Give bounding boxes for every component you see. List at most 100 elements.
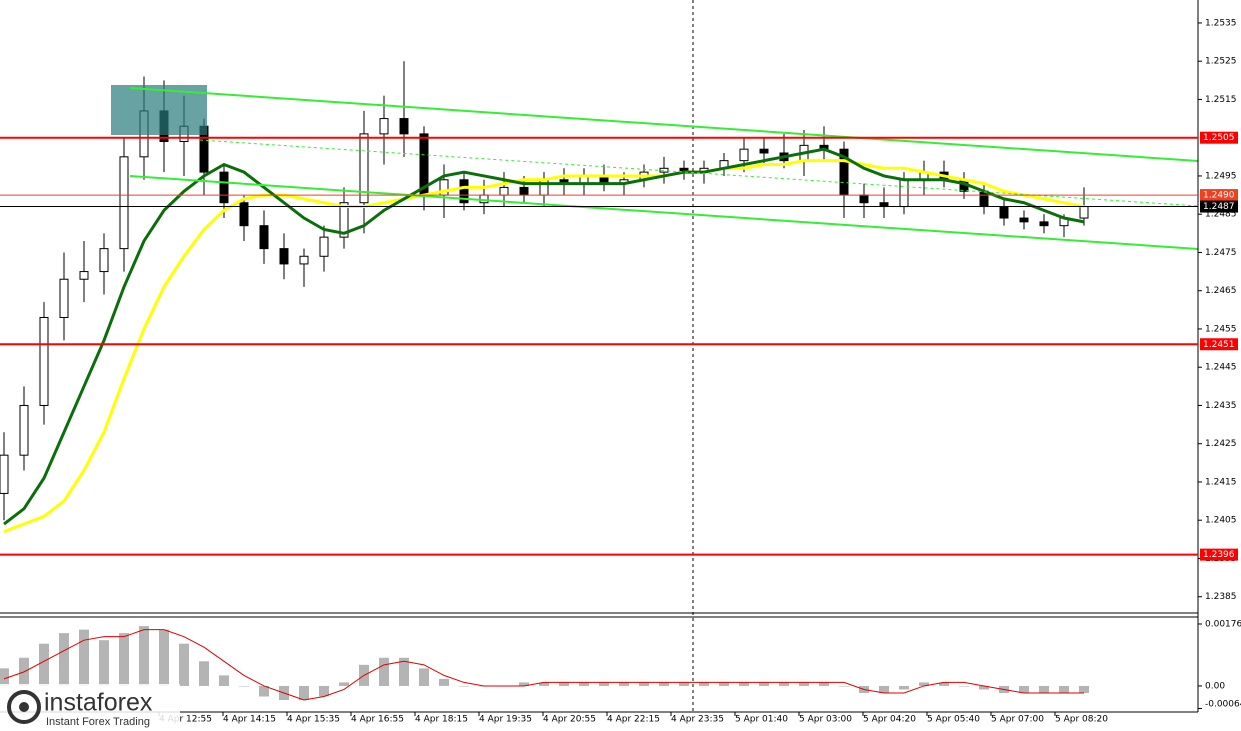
macd-y-tick-label: 0.00176 <box>1205 619 1241 629</box>
candle-body <box>879 202 889 208</box>
x-tick-label: 5 Apr 01:40 <box>735 715 788 725</box>
candle-body <box>339 202 349 238</box>
macd-bar <box>599 682 609 686</box>
price-level-box <box>1200 189 1238 202</box>
candle-body <box>119 156 129 250</box>
macd-bar <box>739 682 749 686</box>
candle-body <box>859 194 869 204</box>
x-tick-label: 5 Apr 07:00 <box>991 715 1044 725</box>
macd-bar <box>39 643 49 686</box>
macd-bar <box>459 685 469 687</box>
candle-body <box>79 271 89 280</box>
macd-bar <box>1079 685 1089 693</box>
macd-y-tick-label: 0.00 <box>1205 681 1225 691</box>
candle-body <box>1039 221 1049 227</box>
macd-bar <box>779 682 789 686</box>
macd-bar <box>259 685 269 697</box>
candle-body <box>19 404 29 456</box>
moving-average <box>3 159 1085 534</box>
macd-bar <box>879 685 889 693</box>
macd-bar <box>1019 685 1029 693</box>
y-tick-label: 1.2475 <box>1205 248 1237 258</box>
macd-bar <box>759 682 769 686</box>
highlight-zone <box>111 85 207 135</box>
y-tick-label: 1.2455 <box>1205 324 1237 334</box>
x-tick-label: 4 Apr 16:55 <box>351 715 404 725</box>
x-tick-label: 4 Apr 23:35 <box>671 715 724 725</box>
macd-bar <box>319 685 329 697</box>
y-tick-label: 1.2485 <box>1205 210 1237 220</box>
y-tick-label: 1.2435 <box>1205 401 1237 411</box>
y-tick-label: 1.2415 <box>1205 477 1237 487</box>
macd-bar <box>939 682 949 686</box>
y-tick-label: 1.2385 <box>1205 592 1237 602</box>
macd-bar <box>159 629 169 686</box>
x-tick-label: 4 Apr 19:35 <box>479 715 532 725</box>
y-tick-label: 1.2445 <box>1205 363 1237 373</box>
brand-tagline: Instant Forex Trading <box>46 716 150 728</box>
macd-bar <box>979 685 989 690</box>
candle-body <box>1079 206 1089 219</box>
candle-body <box>899 179 909 208</box>
macd-bar <box>219 675 229 686</box>
trend-line-mid <box>199 139 1199 207</box>
y-tick-label: 1.2405 <box>1205 516 1237 526</box>
price-level-box <box>1200 200 1238 213</box>
price-level-label: 1.2505 <box>1203 133 1235 143</box>
candle-body <box>239 202 249 227</box>
candle-body <box>319 236 329 257</box>
y-tick-label: 1.2495 <box>1205 171 1237 181</box>
y-tick-label: 1.2515 <box>1205 95 1237 105</box>
y-tick-label: 1.2465 <box>1205 286 1237 296</box>
candle-body <box>59 278 69 318</box>
macd-bar <box>839 685 849 687</box>
x-tick-label: 5 Apr 04:20 <box>863 715 916 725</box>
macd-bar <box>299 685 309 701</box>
macd-bar <box>239 685 249 687</box>
moving-average <box>3 147 1085 526</box>
candle-body <box>459 179 469 204</box>
watermark: instaforex Instant Forex Trading <box>0 684 180 731</box>
macd-bar <box>639 682 649 686</box>
y-tick-label: 1.2425 <box>1205 439 1237 449</box>
macd-bar <box>379 657 389 686</box>
candle-body <box>39 316 49 406</box>
x-tick-label: 4 Apr 15:35 <box>287 715 340 725</box>
macd-bar <box>819 682 829 686</box>
candle-body <box>499 186 509 196</box>
brand-name: instaforex <box>44 689 153 717</box>
candle-body <box>739 148 749 162</box>
candle-body <box>479 194 489 204</box>
macd-bar <box>1059 685 1069 693</box>
trend-line-lower <box>129 175 1199 250</box>
logo-icon <box>19 702 29 712</box>
candle-body <box>519 186 529 196</box>
price-level-box <box>1200 131 1238 144</box>
candle-body <box>999 206 1009 219</box>
macd-bar <box>179 643 189 686</box>
macd-bar <box>1039 685 1049 693</box>
x-tick-label: 5 Apr 05:40 <box>927 715 980 725</box>
x-tick-label: 4 Apr 14:15 <box>223 715 276 725</box>
candle-body <box>299 255 309 265</box>
macd-bar <box>579 682 589 686</box>
x-tick-label: 5 Apr 03:00 <box>799 715 852 725</box>
macd-bar <box>959 685 969 687</box>
candle-body <box>539 179 549 196</box>
price-level-label: 1.2396 <box>1203 550 1235 560</box>
candle-body <box>259 225 269 250</box>
x-tick-label: 4 Apr 22:15 <box>607 715 660 725</box>
macd-bar <box>139 626 149 686</box>
candle-body <box>759 148 769 154</box>
macd-bar <box>539 682 549 686</box>
candle-body <box>1019 217 1029 223</box>
macd-bar <box>0 668 9 686</box>
x-tick-label: 4 Apr 20:55 <box>543 715 596 725</box>
candle-body <box>359 133 369 204</box>
macd-bar <box>799 682 809 686</box>
macd-bar <box>119 633 129 686</box>
price-level-box <box>1200 338 1238 351</box>
macd-bar <box>339 682 349 686</box>
